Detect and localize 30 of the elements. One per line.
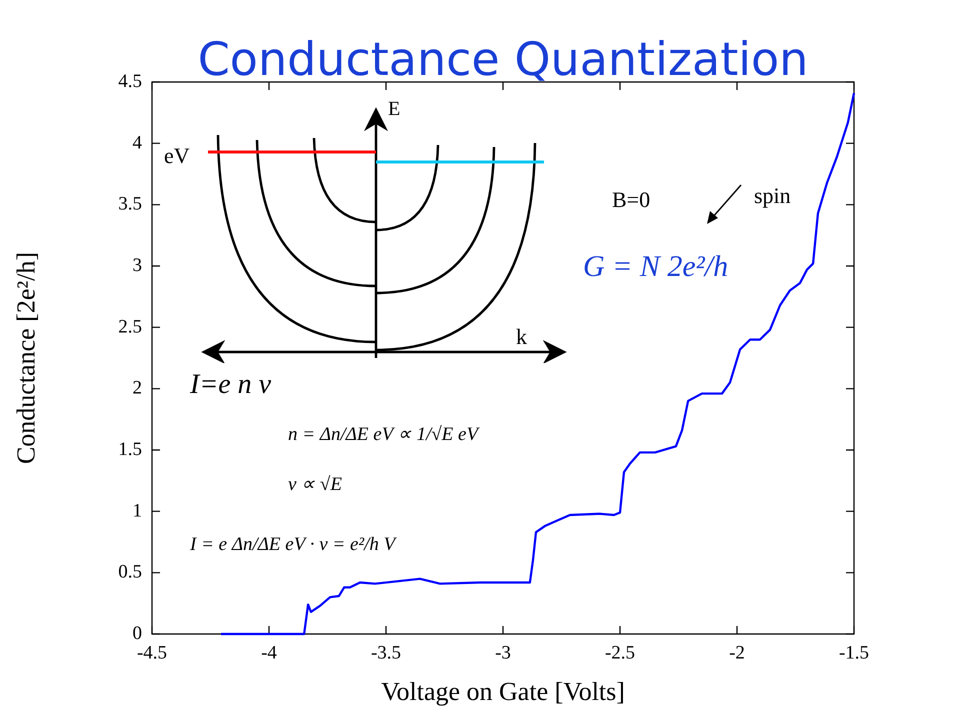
annotation: spin bbox=[754, 183, 791, 208]
chart-title: Conductance Quantization bbox=[198, 32, 808, 86]
y-tick-label: 4 bbox=[132, 132, 142, 154]
y-tick-label: 0 bbox=[132, 622, 142, 644]
y-tick-label: 2 bbox=[132, 378, 142, 399]
annotation: E bbox=[388, 98, 400, 120]
x-tick-label: -3.5 bbox=[370, 642, 402, 664]
x-tick-label: -2.5 bbox=[604, 642, 636, 664]
y-tick-label: 1.5 bbox=[118, 438, 142, 460]
annotation: I = e Δn/ΔE eV · v = e²/h V bbox=[190, 534, 396, 556]
annotation: eV bbox=[164, 143, 190, 168]
x-axis-title: Voltage on Gate [Volts] bbox=[381, 677, 625, 706]
x-tick-label: -1.5 bbox=[838, 642, 870, 664]
annotation: v ∝ √E bbox=[288, 474, 342, 496]
annotation: B=0 bbox=[612, 187, 650, 212]
y-tick-label: 0.5 bbox=[118, 562, 142, 583]
y-axis-title: Conductance [2e²/h] bbox=[11, 252, 40, 464]
y-tick-label: 3.5 bbox=[118, 194, 142, 215]
y-tick-label: 1 bbox=[132, 500, 142, 522]
x-tick-label: -4 bbox=[261, 642, 278, 664]
y-tick-label: 3 bbox=[132, 254, 142, 276]
annotation: G = N 2e²/h bbox=[583, 250, 728, 283]
x-tick-label: -2 bbox=[729, 642, 745, 664]
annotation: n = Δn/ΔE eV ∝ 1/√E eV bbox=[288, 424, 478, 446]
annotation: I=e n v bbox=[190, 369, 272, 401]
annotation: k bbox=[516, 324, 527, 350]
y-tick-label: 2.5 bbox=[118, 316, 142, 338]
x-tick-label: -3 bbox=[495, 642, 511, 664]
x-tick-label: -4.5 bbox=[136, 642, 168, 664]
y-tick-label: 4.5 bbox=[118, 70, 142, 92]
